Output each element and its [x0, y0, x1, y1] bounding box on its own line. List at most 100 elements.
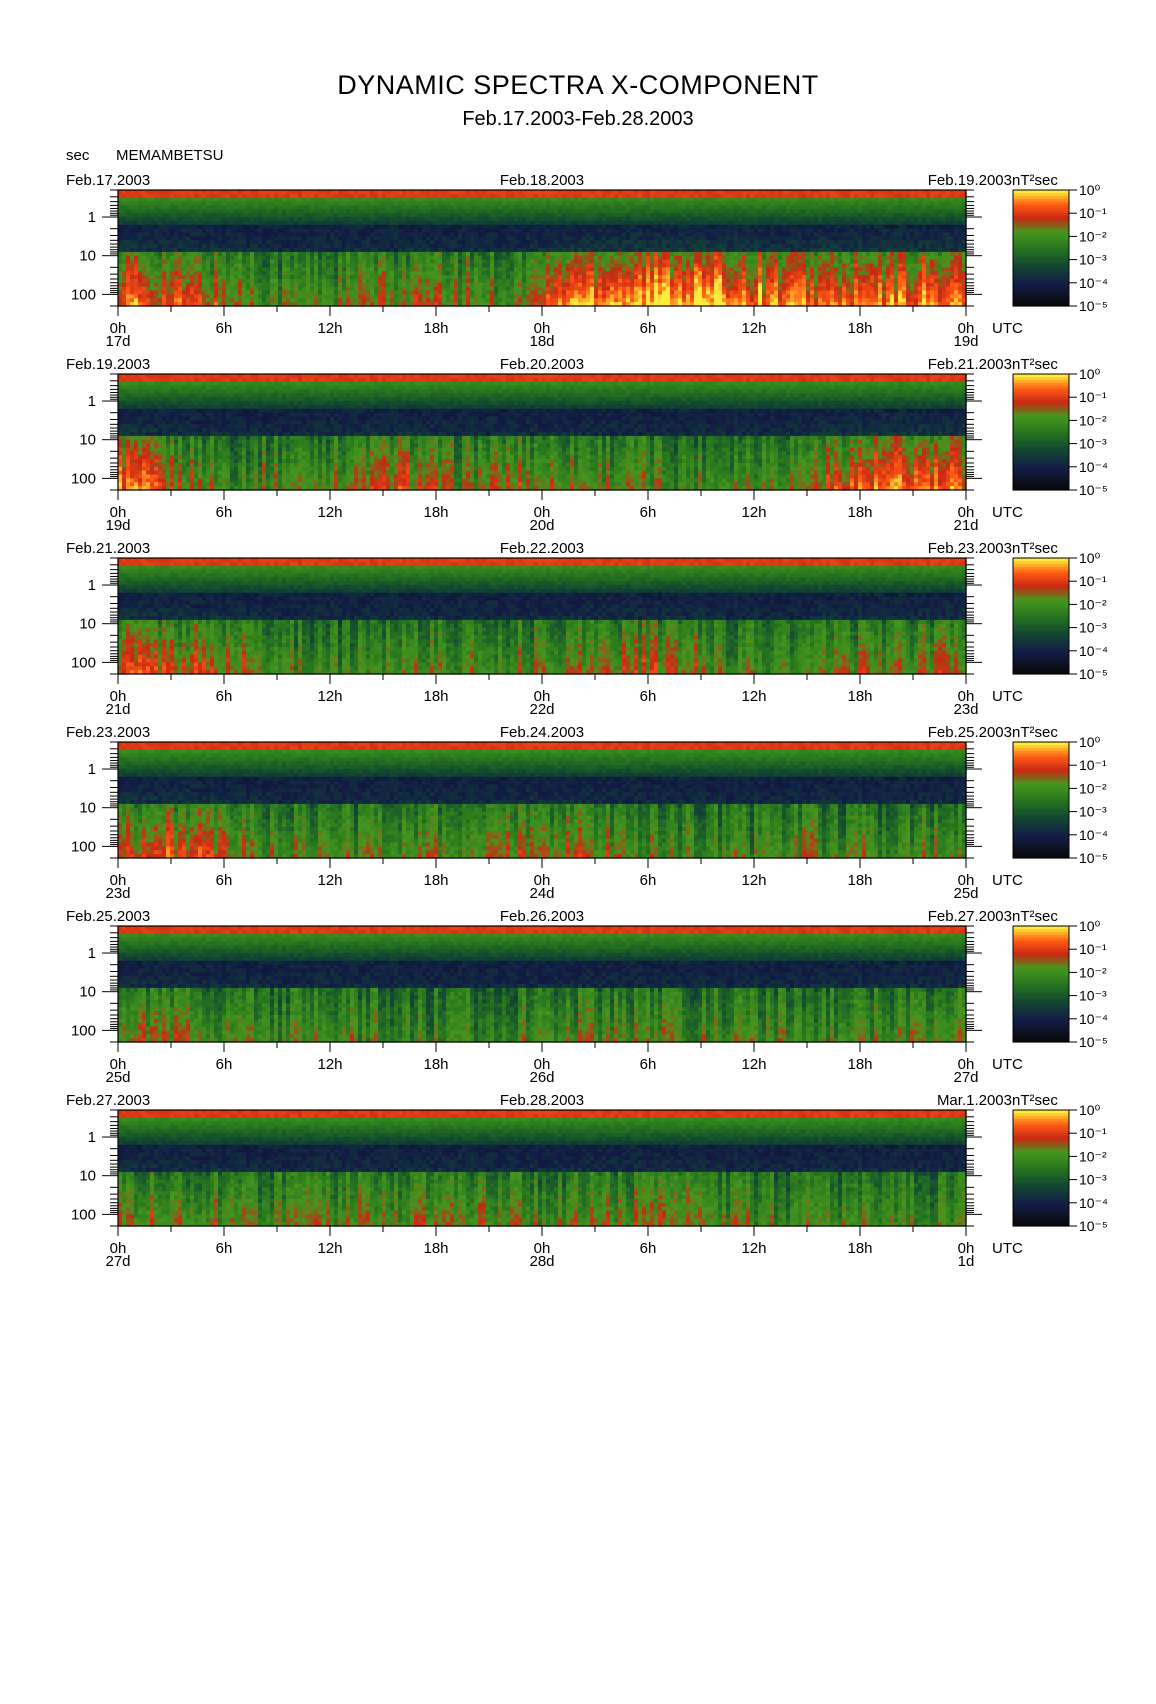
spectrogram-cell [146, 229, 151, 233]
spectrogram-cell [222, 260, 227, 264]
spectrogram-cell [158, 217, 163, 221]
spectrogram-cell [146, 279, 151, 283]
spectrogram-cell [242, 202, 247, 206]
spectrogram-cell [198, 198, 203, 202]
spectrogram-cell [130, 194, 135, 198]
spectrogram-cell [242, 225, 247, 229]
spectrogram-cell [206, 194, 211, 198]
spectrogram-cell [242, 256, 247, 260]
spectrogram-cell [218, 240, 223, 244]
spectrogram-cell [246, 221, 251, 225]
spectrogram-cell [178, 205, 183, 209]
spectrogram-cell [186, 233, 191, 237]
spectrogram-cell [250, 256, 255, 260]
spectrogram-cell [234, 248, 239, 252]
spectrogram-cell [158, 244, 163, 248]
spectrogram-cell [162, 236, 167, 240]
spectrogram-cell [210, 271, 215, 275]
spectrogram-cell [222, 275, 227, 279]
spectrogram-cell [138, 209, 143, 213]
spectrogram-cell [130, 294, 135, 298]
spectrogram-cell [218, 291, 223, 295]
spectrogram-cell [206, 244, 211, 248]
spectrogram-cell [214, 256, 219, 260]
spectrogram-cell [186, 236, 191, 240]
spectrogram-cell [226, 190, 231, 194]
spectrogram-cell [142, 217, 147, 221]
spectrogram-cell [162, 279, 167, 283]
spectrogram-cell [234, 217, 239, 221]
spectrogram-cell [118, 256, 123, 260]
spectrogram-cell [238, 294, 243, 298]
spectrogram-cell [158, 236, 163, 240]
spectrogram-cell [214, 252, 219, 256]
spectrogram-cell [246, 190, 251, 194]
spectrogram-cell [166, 240, 171, 244]
spectrogram-cell [122, 283, 127, 287]
spectrogram-cell [222, 190, 227, 194]
spectrogram-cell [186, 209, 191, 213]
spectrogram-cell [222, 233, 227, 237]
spectrogram-cell [130, 240, 135, 244]
spectrogram-cell [198, 202, 203, 206]
spectrogram-cell [146, 240, 151, 244]
spectrogram-cell [226, 213, 231, 217]
spectrogram-cell [130, 198, 135, 202]
spectrogram-cell [226, 267, 231, 271]
colorbar-unit-label: nT²sec [1012, 172, 1058, 189]
spectrogram-cell [222, 291, 227, 295]
spectrogram-cell [154, 205, 159, 209]
spectrogram-cell [150, 260, 155, 264]
spectrogram-cell [182, 283, 187, 287]
spectrogram-cell [250, 298, 255, 302]
spectrogram-cell [194, 294, 199, 298]
spectrogram-cell [250, 271, 255, 275]
spectrogram-cell [246, 209, 251, 213]
spectrogram-cell [150, 256, 155, 260]
spectrogram-cell [206, 213, 211, 217]
spectrogram-cell [126, 221, 131, 225]
spectrogram-cell [182, 205, 187, 209]
spectrogram-cell [222, 229, 227, 233]
spectrogram-cell [190, 194, 195, 198]
spectrogram-cell [150, 236, 155, 240]
spectrogram-cell [206, 205, 211, 209]
spectrogram-cell [150, 244, 155, 248]
spectrogram-cell [134, 291, 139, 295]
spectrogram-cell [214, 198, 219, 202]
spectrogram-cell [182, 244, 187, 248]
spectrogram-cell [234, 236, 239, 240]
spectrogram-cell [170, 248, 175, 252]
spectrogram-cell [250, 202, 255, 206]
spectrogram-cell [122, 294, 127, 298]
spectrogram-cell [166, 287, 171, 291]
spectrogram-cell [222, 209, 227, 213]
spectrogram-cell [174, 217, 179, 221]
spectrogram-cell [134, 202, 139, 206]
spectrogram-cell [234, 225, 239, 229]
spectrogram-cell [222, 205, 227, 209]
spectrogram-cell [130, 213, 135, 217]
spectrogram-cell [186, 256, 191, 260]
spectrogram-cell [126, 252, 131, 256]
spectrogram-cell [226, 283, 231, 287]
spectrogram-cell [130, 190, 135, 194]
spectrogram-cell [154, 263, 159, 267]
spectrogram-cell [206, 267, 211, 271]
spectrogram-cell [154, 240, 159, 244]
spectrogram-cell [150, 283, 155, 287]
spectrogram-cell [170, 233, 175, 237]
spectrogram-cell [174, 256, 179, 260]
spectrogram-cell [226, 291, 231, 295]
spectrogram-cell [154, 213, 159, 217]
spectrogram-cell [118, 287, 123, 291]
spectrogram-cell [250, 225, 255, 229]
spectrogram-cell [234, 291, 239, 295]
spectrogram-cell [166, 190, 171, 194]
spectrogram-cell [126, 236, 131, 240]
spectrogram-cell [118, 209, 123, 213]
spectrogram-cell [154, 283, 159, 287]
spectrogram-cell [118, 283, 123, 287]
spectrogram-cell [194, 205, 199, 209]
spectrogram-cell [234, 287, 239, 291]
